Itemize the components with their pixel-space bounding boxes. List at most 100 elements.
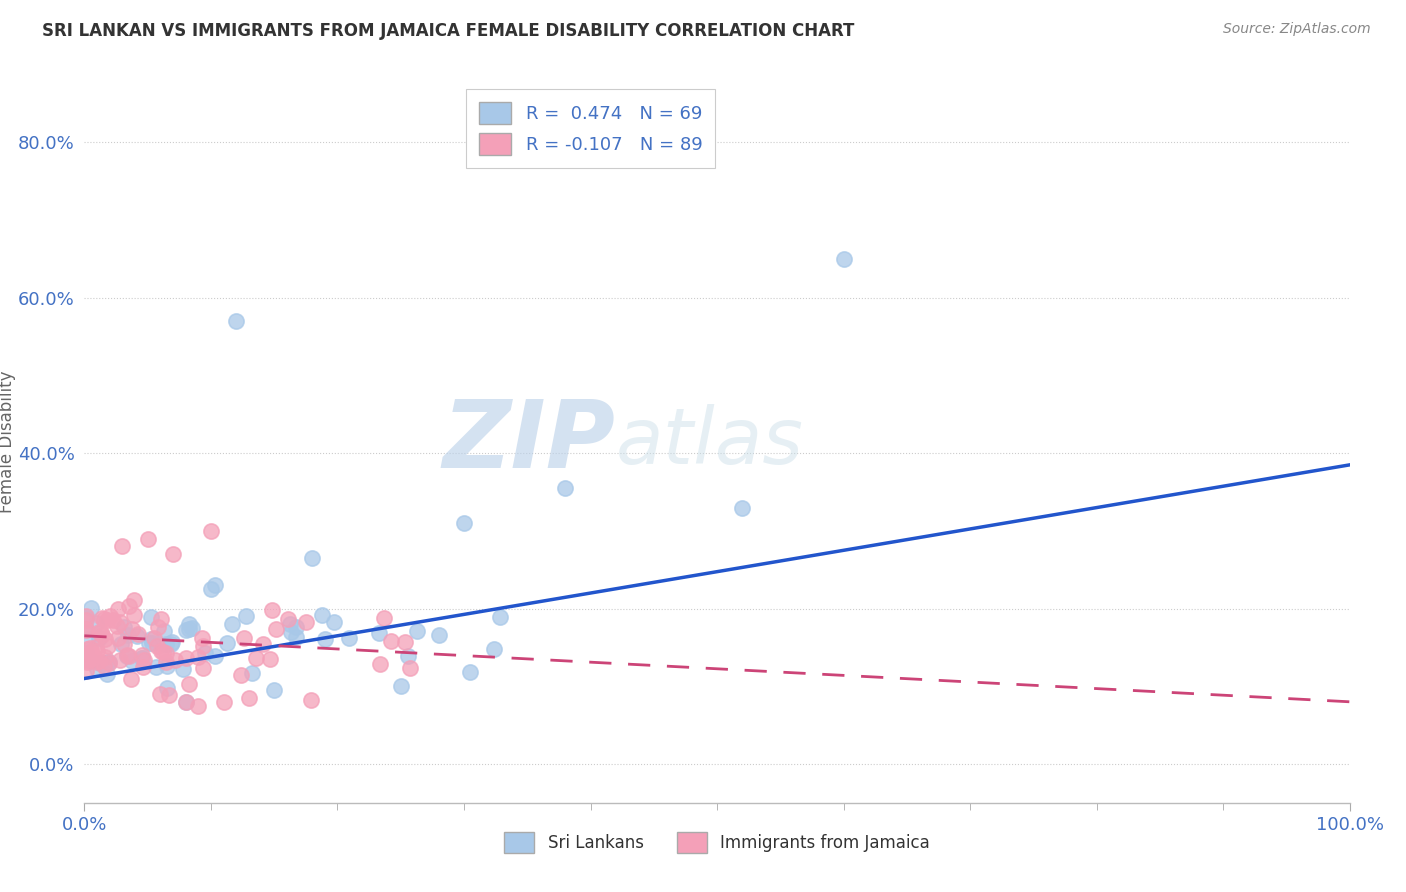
Point (76, 655, 98, 669)
Point (91, 611, 114, 625)
Point (489, 610, 512, 624)
Point (238, 690, 260, 705)
Point (160, 635, 183, 649)
Point (150, 612, 173, 626)
Point (141, 632, 163, 646)
Point (368, 626, 391, 640)
Point (107, 602, 129, 616)
Point (82, 650, 104, 665)
Point (87, 624, 110, 639)
Point (127, 627, 149, 641)
Point (90, 624, 112, 639)
Point (112, 620, 135, 634)
Point (337, 632, 360, 646)
Point (117, 628, 139, 642)
Point (394, 635, 416, 649)
Point (204, 578, 226, 592)
Point (373, 611, 395, 625)
Point (121, 655, 143, 669)
Point (111, 540, 134, 554)
Point (90, 628, 112, 642)
Point (80, 654, 103, 668)
Point (225, 314, 247, 328)
Point (389, 679, 412, 693)
Point (80, 645, 103, 659)
Point (132, 660, 155, 674)
Point (458, 665, 481, 680)
Point (260, 603, 283, 617)
Point (204, 649, 226, 664)
Point (212, 695, 235, 709)
Point (191, 632, 214, 646)
Point (311, 607, 333, 622)
Point (177, 677, 200, 691)
Point (194, 646, 217, 660)
Point (75, 646, 97, 660)
Point (396, 649, 419, 664)
Point (75, 608, 97, 623)
Point (155, 646, 177, 660)
Point (156, 681, 179, 696)
Point (155, 637, 177, 651)
Point (263, 683, 285, 698)
Point (93, 649, 115, 664)
Point (145, 660, 167, 674)
Point (231, 668, 253, 682)
Point (264, 622, 287, 636)
Point (131, 650, 153, 665)
Point (110, 637, 132, 651)
Point (75, 613, 97, 627)
Point (174, 650, 197, 665)
Point (301, 551, 323, 566)
Point (86, 655, 108, 669)
Point (134, 652, 156, 666)
Point (80, 646, 103, 660)
Point (240, 666, 263, 681)
Point (97, 656, 120, 670)
Point (179, 622, 201, 636)
Point (187, 650, 209, 665)
Point (187, 698, 209, 713)
Point (84, 640, 107, 654)
Point (284, 630, 307, 644)
Point (380, 634, 402, 648)
Point (295, 615, 318, 629)
Text: Source: ZipAtlas.com: Source: ZipAtlas.com (1223, 22, 1371, 37)
Point (96, 666, 118, 681)
Point (146, 620, 169, 634)
Point (75, 664, 97, 678)
Point (118, 648, 141, 663)
Point (156, 659, 179, 673)
Point (76, 632, 98, 647)
Point (108, 653, 131, 667)
Point (200, 582, 222, 596)
Point (278, 617, 301, 632)
Point (280, 625, 302, 640)
Point (112, 637, 135, 651)
Text: atlas: atlas (616, 403, 804, 480)
Point (93, 659, 115, 673)
Point (93, 632, 115, 646)
Y-axis label: Female Disability: Female Disability (0, 370, 15, 513)
Point (75, 623, 97, 637)
Point (235, 609, 257, 624)
Point (80, 648, 103, 662)
Point (245, 651, 267, 665)
Point (107, 632, 129, 646)
Point (98, 657, 121, 671)
Point (93, 612, 115, 626)
Point (215, 635, 238, 649)
Point (121, 622, 143, 636)
Point (79, 641, 101, 656)
Point (221, 617, 243, 632)
Point (252, 636, 274, 650)
Point (122, 593, 145, 607)
Point (120, 672, 142, 686)
Point (162, 547, 184, 561)
Point (299, 693, 322, 707)
Point (232, 631, 254, 645)
Point (105, 619, 128, 633)
Point (322, 615, 344, 629)
Point (86, 644, 108, 658)
Point (96, 613, 118, 627)
